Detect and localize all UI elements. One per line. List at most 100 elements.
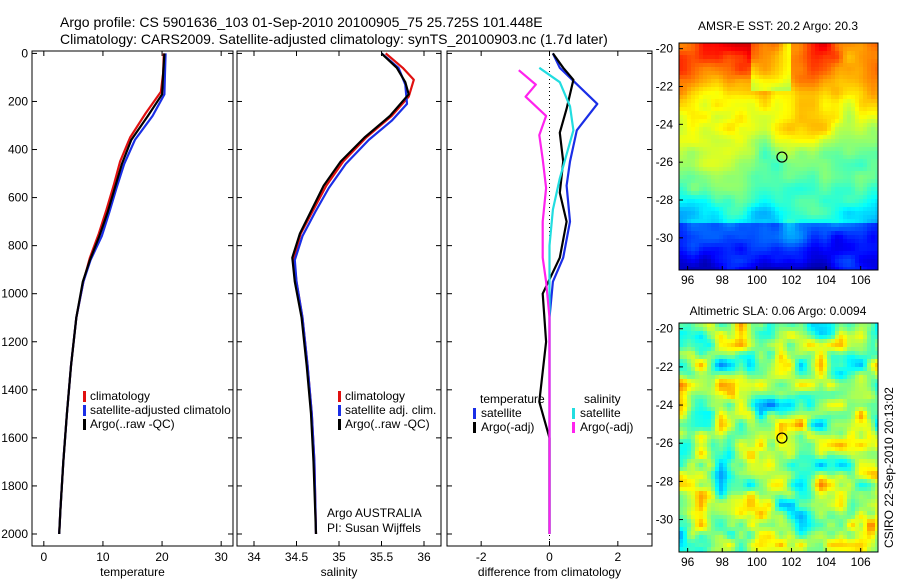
heatmap-cell — [803, 255, 807, 259]
heatmap-cell — [763, 195, 767, 199]
heatmap-cell — [859, 427, 863, 431]
heatmap-cell — [819, 351, 823, 355]
heatmap-cell — [735, 455, 739, 459]
heatmap-cell — [723, 83, 727, 87]
heatmap-cell — [847, 335, 851, 339]
heatmap-cell — [871, 375, 875, 379]
heatmap-cell — [679, 207, 683, 211]
heatmap-cell — [759, 43, 763, 47]
heatmap-cell — [727, 327, 731, 331]
heatmap-cell — [871, 387, 875, 391]
heatmap-cell — [739, 47, 743, 51]
heatmap-cell — [791, 423, 795, 427]
heatmap-cell — [727, 175, 731, 179]
heatmap-cell — [763, 419, 767, 423]
heatmap-cell — [759, 411, 763, 415]
heatmap-cell — [787, 187, 791, 191]
heatmap-cell — [771, 183, 775, 187]
heatmap-cell — [703, 455, 707, 459]
heatmap-cell — [799, 467, 803, 471]
heatmap-cell — [843, 143, 847, 147]
heatmap-cell — [763, 475, 767, 479]
heatmap-cell — [783, 267, 787, 270]
heatmap-cell — [723, 91, 727, 95]
heatmap-cell — [715, 263, 719, 267]
heatmap-cell — [755, 331, 759, 335]
heatmap-cell — [707, 379, 711, 383]
heatmap-cell — [811, 455, 815, 459]
heatmap-cell — [767, 183, 771, 187]
heatmap-cell — [875, 239, 878, 243]
heatmap-cell — [839, 211, 843, 215]
heatmap-cell — [743, 123, 747, 127]
heatmap-cell — [787, 51, 791, 55]
heatmap-cell — [823, 143, 827, 147]
heatmap-cell — [843, 67, 847, 71]
heatmap-cell — [831, 403, 835, 407]
side-timestamp: CSIRO 22-Sep-2010 20:13:02 — [882, 387, 896, 548]
heatmap-cell — [719, 231, 723, 235]
heatmap-cell — [847, 187, 851, 191]
heatmap-cell — [751, 475, 755, 479]
heatmap-cell — [715, 391, 719, 395]
heatmap-cell — [867, 171, 871, 175]
heatmap-cell — [791, 155, 795, 159]
heatmap-cell — [827, 187, 831, 191]
heatmap-cell — [759, 155, 763, 159]
heatmap-cell — [739, 379, 743, 383]
heatmap-cell — [783, 371, 787, 375]
heatmap-cell — [731, 123, 735, 127]
heatmap-cell — [723, 399, 727, 403]
heatmap-cell — [743, 231, 747, 235]
heatmap-cell — [855, 63, 859, 67]
heatmap-cell — [803, 67, 807, 71]
heatmap-cell — [723, 99, 727, 103]
heatmap-cell — [719, 59, 723, 63]
heatmap-cell — [731, 447, 735, 451]
heatmap-cell — [779, 167, 783, 171]
heatmap-cell — [819, 435, 823, 439]
heatmap-cell — [819, 203, 823, 207]
heatmap-cell — [715, 87, 719, 91]
heatmap-cell — [759, 359, 763, 363]
heatmap-cell — [863, 371, 867, 375]
heatmap-cell — [715, 259, 719, 263]
heatmap-cell — [775, 331, 779, 335]
heatmap-cell — [715, 331, 719, 335]
heatmap-cell — [687, 343, 691, 347]
heatmap-cell — [807, 55, 811, 59]
heatmap-cell — [863, 195, 867, 199]
heatmap-cell — [727, 407, 731, 411]
depth-ytick-label: 0 — [21, 46, 28, 60]
heatmap-cell — [839, 415, 843, 419]
heatmap-cell — [807, 363, 811, 367]
heatmap-cell — [779, 395, 783, 399]
heatmap-cell — [751, 351, 755, 355]
heatmap-cell — [755, 419, 759, 423]
heatmap-cell — [747, 163, 751, 167]
heatmap-cell — [719, 339, 723, 343]
heatmap-cell — [735, 147, 739, 151]
heatmap-cell — [795, 387, 799, 391]
heatmap-cell — [711, 219, 715, 223]
heatmap-cell — [839, 343, 843, 347]
heatmap-cell — [727, 231, 731, 235]
heatmap-cell — [695, 371, 699, 375]
heatmap-cell — [807, 195, 811, 199]
heatmap-cell — [823, 435, 827, 439]
heatmap-cell — [711, 235, 715, 239]
heatmap-cell — [707, 431, 711, 435]
heatmap-cell — [783, 59, 787, 63]
heatmap-cell — [723, 415, 727, 419]
heatmap-cell — [711, 199, 715, 203]
diff-legend-heading: temperature — [480, 392, 545, 406]
heatmap-cell — [839, 115, 843, 119]
heatmap-cell — [791, 111, 795, 115]
heatmap-cell — [747, 331, 751, 335]
heatmap-cell — [811, 443, 815, 447]
heatmap-cell — [763, 451, 767, 455]
heatmap-cell — [823, 411, 827, 415]
heatmap-cell — [787, 99, 791, 103]
heatmap-cell — [707, 471, 711, 475]
heatmap-cell — [787, 347, 791, 351]
